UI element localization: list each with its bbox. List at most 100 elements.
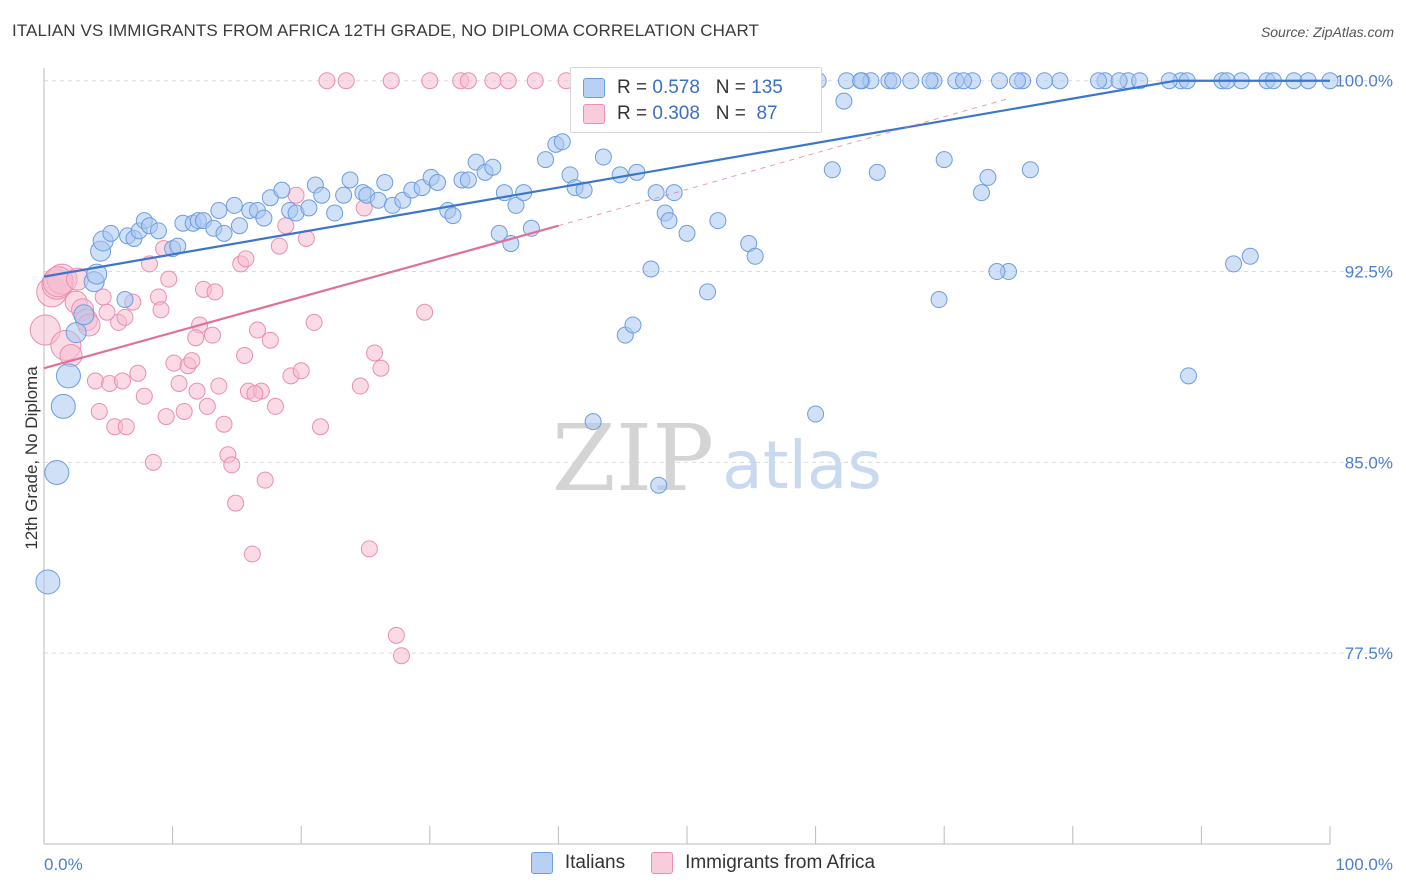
italians-point-75 — [624, 316, 642, 334]
italians-point-40 — [335, 186, 353, 204]
italians-point-77 — [647, 184, 665, 202]
italians-point-135 — [884, 72, 902, 90]
italians-point-27 — [225, 196, 243, 214]
italians-point-53 — [444, 207, 462, 225]
italians-point-65 — [537, 151, 555, 169]
legend: Italians Immigrants from Africa — [0, 852, 1406, 874]
italians-point-140 — [852, 72, 870, 90]
italians-point-25 — [210, 201, 228, 219]
africa-point-59 — [311, 418, 329, 436]
italians-point-41 — [341, 171, 359, 189]
y-tick-label-2: 92.5% — [1345, 263, 1393, 282]
x-tick-label-0: 0.0% — [44, 855, 83, 874]
africa-point-74 — [484, 72, 502, 90]
africa-point-50 — [261, 331, 279, 349]
africa-point-55 — [287, 186, 305, 204]
africa-point-28 — [170, 374, 188, 392]
africa-n-value: 87 — [756, 103, 778, 124]
italians-point-36 — [300, 199, 318, 217]
africa-point-76 — [526, 72, 544, 90]
italians-point-83 — [699, 283, 717, 301]
italians-point-10 — [102, 224, 120, 242]
africa-point-17 — [117, 418, 135, 436]
africa-point-56 — [292, 362, 310, 380]
africa-point-53 — [277, 217, 295, 235]
africa-point-25 — [157, 408, 175, 426]
source-label: Source: ZipAtlas.com — [1260, 24, 1394, 40]
africa-point-26 — [160, 270, 178, 288]
italians-point-97 — [930, 291, 948, 309]
italians-point-89 — [746, 247, 764, 265]
italians-point-11 — [116, 291, 134, 309]
legend-swatch-italians — [530, 852, 553, 874]
africa-point-84 — [187, 329, 205, 347]
italians-point-71 — [584, 413, 602, 431]
italians-point-118 — [1110, 72, 1128, 90]
africa-point-41 — [223, 456, 241, 474]
africa-point-71 — [421, 72, 439, 90]
africa-point-29 — [175, 402, 193, 420]
stats-row-italians: R = 0.578 N = 135 — [583, 76, 783, 100]
africa-point-67 — [382, 72, 400, 90]
italians-point-4 — [65, 322, 87, 344]
africa-point-85 — [246, 385, 264, 403]
italians-point-28 — [230, 217, 248, 235]
italians-point-84 — [709, 212, 727, 230]
africa-point-81 — [98, 303, 116, 321]
africa-point-62 — [351, 377, 369, 395]
legend-swatch-africa — [651, 852, 674, 874]
italians-point-62 — [507, 196, 525, 214]
africa-point-31 — [183, 352, 201, 370]
africa-point-19 — [129, 364, 147, 382]
africa-point-10 — [86, 372, 104, 390]
italians-point-94 — [823, 161, 841, 179]
italians-point-124 — [642, 260, 660, 278]
africa-point-44 — [236, 347, 254, 365]
italians-point-45 — [376, 173, 394, 191]
italians-n-value: 135 — [751, 77, 783, 98]
italians-point-26 — [215, 224, 233, 242]
africa-point-42 — [227, 494, 245, 512]
x-tick-label-1: 100.0% — [1335, 855, 1393, 874]
africa-point-35 — [198, 397, 216, 415]
italians-point-67 — [553, 133, 571, 151]
africa-point-82 — [116, 308, 134, 326]
africa-point-61 — [337, 72, 355, 90]
italians-point-114 — [902, 72, 920, 90]
italians-point-58 — [484, 158, 502, 176]
y-axis-label: 12th Grade, No Diploma — [22, 366, 41, 550]
africa-point-49 — [256, 471, 274, 489]
africa-point-69 — [393, 647, 411, 665]
africa-point-46 — [243, 545, 261, 563]
africa-point-70 — [416, 303, 434, 321]
y-tick-label-0: 77.5% — [1345, 644, 1393, 663]
trend-lines — [43, 79, 1330, 370]
italians-r-label: R = — [617, 77, 648, 98]
italians-trend-line — [43, 79, 1176, 278]
italians-point-0 — [35, 569, 61, 595]
italians-point-80 — [660, 212, 678, 230]
italians-point-38 — [313, 186, 331, 204]
africa-point-38 — [210, 377, 228, 395]
italians-point-31 — [255, 209, 273, 227]
y-tick-label-3: 100.0% — [1335, 72, 1393, 91]
africa-point-75 — [499, 72, 517, 90]
africa-point-39 — [215, 415, 233, 433]
africa-point-16 — [113, 372, 131, 390]
stats-row-africa: R = 0.308 N = 87 — [583, 102, 778, 126]
italians-point-112 — [837, 72, 855, 90]
italians-point-17 — [149, 222, 167, 240]
legend-item-africa[interactable]: Immigrants from Africa — [651, 852, 875, 874]
italians-point-100 — [990, 72, 1008, 90]
africa-point-22 — [144, 453, 162, 471]
italians-point-128 — [972, 184, 990, 202]
italians-point-116 — [1009, 72, 1027, 90]
africa-point-27 — [165, 354, 183, 372]
italians-point-141 — [868, 163, 886, 181]
italians-point-33 — [273, 181, 291, 199]
legend-item-italians[interactable]: Italians — [530, 852, 625, 874]
italians-point-72 — [594, 148, 612, 166]
italians-point-138 — [1090, 72, 1108, 90]
italians-point-93 — [807, 405, 825, 423]
